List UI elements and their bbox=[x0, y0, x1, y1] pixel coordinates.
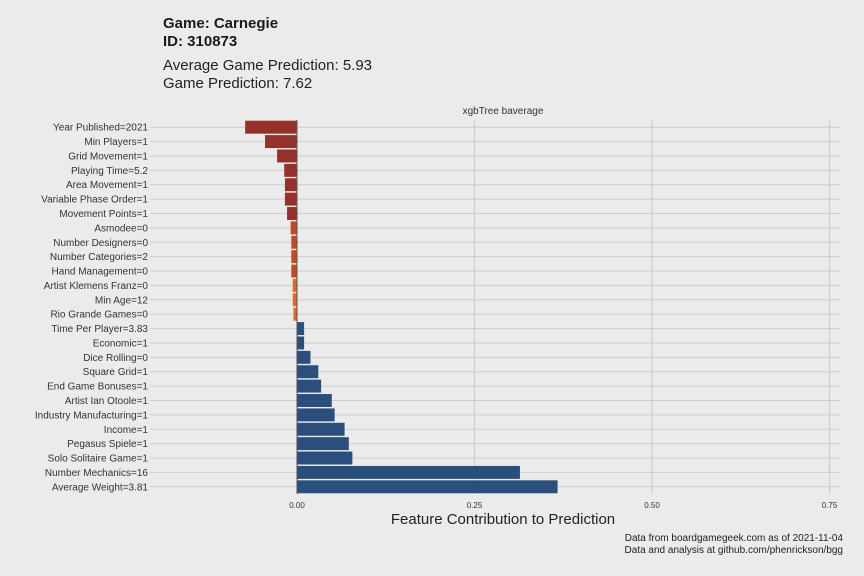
y-tick-label: Grid Movement=1 bbox=[68, 151, 148, 162]
y-tick-label: Pegasus Spiele=1 bbox=[67, 439, 148, 450]
y-tick-label: Dice Rolling=0 bbox=[83, 353, 148, 364]
y-tick-label: Square Grid=1 bbox=[83, 367, 149, 378]
bar bbox=[287, 207, 297, 220]
y-tick-label: Min Players=1 bbox=[84, 137, 148, 148]
bar bbox=[291, 250, 297, 264]
bar bbox=[297, 451, 353, 465]
y-tick-label: Solo Solitaire Game=1 bbox=[48, 454, 149, 465]
y-tick-label: Year Published=2021 bbox=[53, 123, 148, 134]
bar bbox=[297, 379, 322, 393]
y-tick-label: Time Per Player=3.83 bbox=[51, 324, 148, 335]
facet-label: xgbTree baverage bbox=[462, 106, 544, 117]
bar bbox=[291, 264, 297, 278]
bar bbox=[292, 278, 297, 292]
bar bbox=[297, 480, 558, 494]
average-prediction: Average Game Prediction: 5.93 bbox=[163, 57, 373, 74]
game-title: Game: Carnegie bbox=[163, 15, 279, 32]
y-tick-label: Artist Ian Otoole=1 bbox=[65, 396, 149, 407]
y-tick-label: Rio Grande Games=0 bbox=[50, 310, 148, 321]
bar bbox=[284, 192, 297, 206]
bar bbox=[290, 221, 297, 235]
bar bbox=[297, 394, 332, 407]
bar bbox=[245, 120, 297, 134]
x-axis-title: Feature Contribution to Prediction bbox=[391, 511, 615, 528]
x-tick-label: 0.00 bbox=[289, 501, 305, 510]
game-prediction: Game Prediction: 7.62 bbox=[163, 75, 313, 92]
bar bbox=[297, 437, 349, 451]
bar bbox=[297, 336, 305, 350]
y-tick-label: Area Movement=1 bbox=[66, 180, 148, 191]
bar bbox=[297, 350, 311, 364]
y-tick-label: Income=1 bbox=[104, 425, 149, 436]
y-tick-label: Artist Klemens Franz=0 bbox=[44, 281, 149, 292]
y-tick-label: End Game Bonuses=1 bbox=[47, 382, 148, 393]
game-id: ID: 310873 bbox=[163, 33, 238, 50]
bar bbox=[265, 135, 297, 149]
y-tick-label: Number Designers=0 bbox=[53, 238, 148, 249]
y-tick-label: Economic=1 bbox=[93, 338, 149, 349]
bar bbox=[291, 235, 297, 249]
bar bbox=[284, 163, 297, 177]
x-tick-label: 0.50 bbox=[644, 501, 660, 510]
bar bbox=[297, 465, 520, 479]
y-tick-label: Hand Management=0 bbox=[52, 267, 149, 278]
bar bbox=[297, 408, 335, 422]
bar bbox=[297, 365, 319, 379]
bar bbox=[293, 307, 297, 321]
y-tick-label: Number Mechanics=16 bbox=[45, 468, 149, 479]
x-tick-label: 0.25 bbox=[467, 501, 483, 510]
bar bbox=[297, 422, 345, 436]
y-tick-label: Min Age=12 bbox=[95, 295, 149, 306]
bar bbox=[297, 322, 305, 336]
x-tick-label: 0.75 bbox=[822, 501, 838, 510]
y-tick-label: Average Weight=3.81 bbox=[52, 482, 149, 493]
bar bbox=[292, 293, 297, 307]
y-tick-label: Movement Points=1 bbox=[59, 209, 148, 220]
caption-analysis: Data and analysis at github.com/phenrick… bbox=[624, 545, 843, 556]
y-tick-label: Number Categories=2 bbox=[50, 252, 149, 263]
bar bbox=[277, 149, 297, 163]
y-tick-label: Asmodee=0 bbox=[94, 223, 148, 234]
y-tick-label: Industry Manufacturing=1 bbox=[35, 410, 149, 421]
y-tick-label: Variable Phase Order=1 bbox=[41, 195, 148, 206]
bar bbox=[284, 178, 297, 192]
caption-source: Data from boardgamegeek.com as of 2021-1… bbox=[624, 533, 843, 544]
y-tick-label: Playing Time=5.2 bbox=[71, 166, 148, 177]
